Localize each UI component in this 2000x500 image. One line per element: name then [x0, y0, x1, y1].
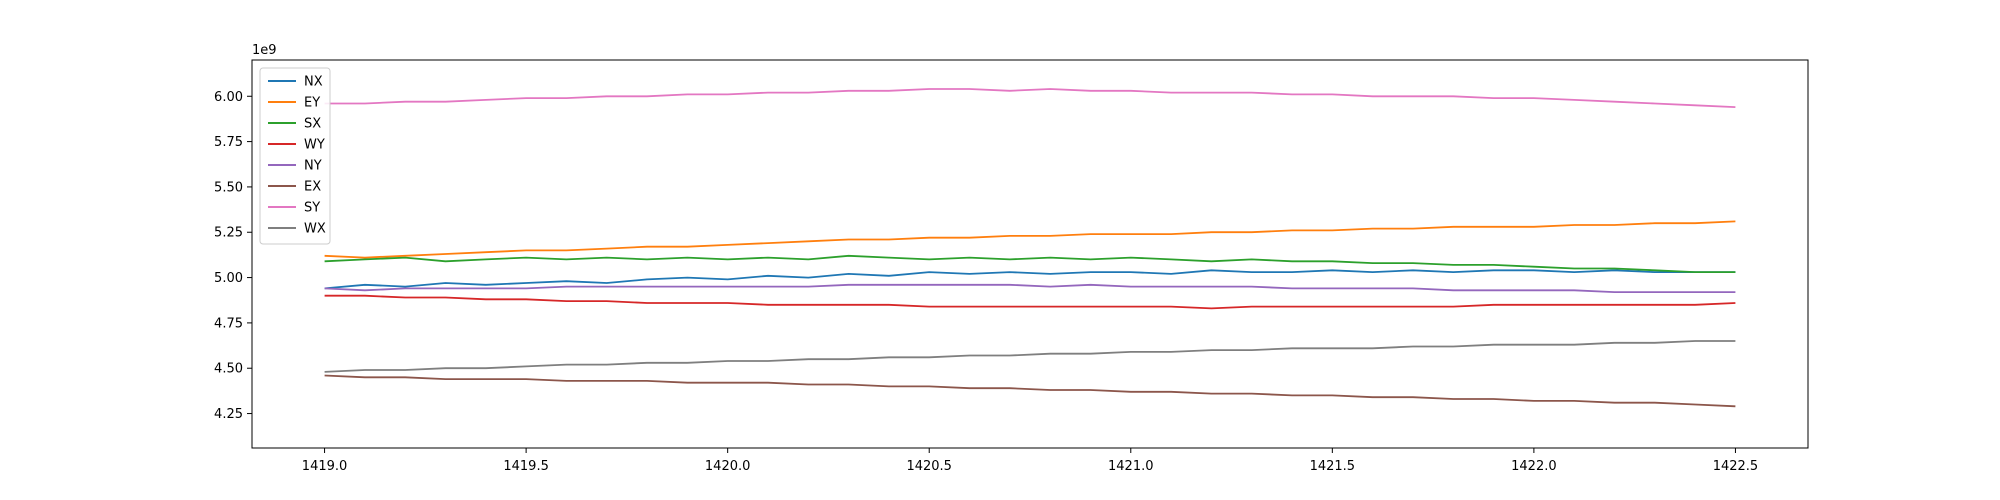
- legend-label-wy: WY: [304, 138, 325, 153]
- y-tick-label: 5.75: [214, 135, 243, 150]
- y-offset-text: 1e9: [252, 43, 277, 58]
- y-tick-label: 6.00: [214, 90, 243, 105]
- x-tick-label: 1422.5: [1713, 459, 1759, 474]
- y-axis: 4.25 4.50 4.75 5.00 5.25 5.50 5.75 6.00: [214, 90, 252, 422]
- x-tick-label: 1421.5: [1310, 459, 1356, 474]
- y-tick-label: 5.00: [214, 271, 243, 286]
- legend: NX EY SX WY NY EX SY WX: [259, 67, 331, 245]
- legend-label-sx: SX: [304, 117, 321, 132]
- x-axis: 1419.0 1419.5 1420.0 1420.5 1421.0 1421.5 1422…: [302, 448, 1758, 474]
- x-tick-label: 1422.0: [1511, 459, 1557, 474]
- series-line-ey: [324, 220, 1736, 259]
- series-line-wy: [324, 294, 1736, 310]
- legend-box: [259, 67, 331, 245]
- y-tick-label: 4.50: [214, 362, 243, 377]
- legend-label-ny: NY: [304, 159, 322, 174]
- x-tick-label: 1419.0: [302, 459, 348, 474]
- legend-label-wx: WX: [304, 222, 326, 237]
- series-line-ny: [324, 283, 1736, 294]
- x-tick-label: 1421.0: [1108, 459, 1154, 474]
- y-tick-label: 5.25: [214, 226, 243, 241]
- series-line-wx: [324, 340, 1736, 373]
- y-tick-label: 4.25: [214, 407, 243, 422]
- series-line-sx: [324, 254, 1736, 274]
- y-tick-label: 5.50: [214, 180, 243, 195]
- x-tick-label: 1420.5: [906, 459, 952, 474]
- x-tick-label: 1420.0: [705, 459, 751, 474]
- plot-frame: [251, 59, 1809, 449]
- legend-label-sy: SY: [304, 201, 320, 216]
- legend-label-nx: NX: [304, 75, 323, 90]
- series-layer: [324, 88, 1736, 408]
- y-tick-label: 4.75: [214, 316, 243, 331]
- x-tick-label: 1419.5: [503, 459, 549, 474]
- legend-label-ex: EX: [304, 180, 321, 195]
- series-line-ex: [324, 374, 1736, 408]
- legend-label-ey: EY: [304, 96, 320, 111]
- series-line-nx: [324, 269, 1736, 290]
- series-line-sy: [324, 88, 1736, 108]
